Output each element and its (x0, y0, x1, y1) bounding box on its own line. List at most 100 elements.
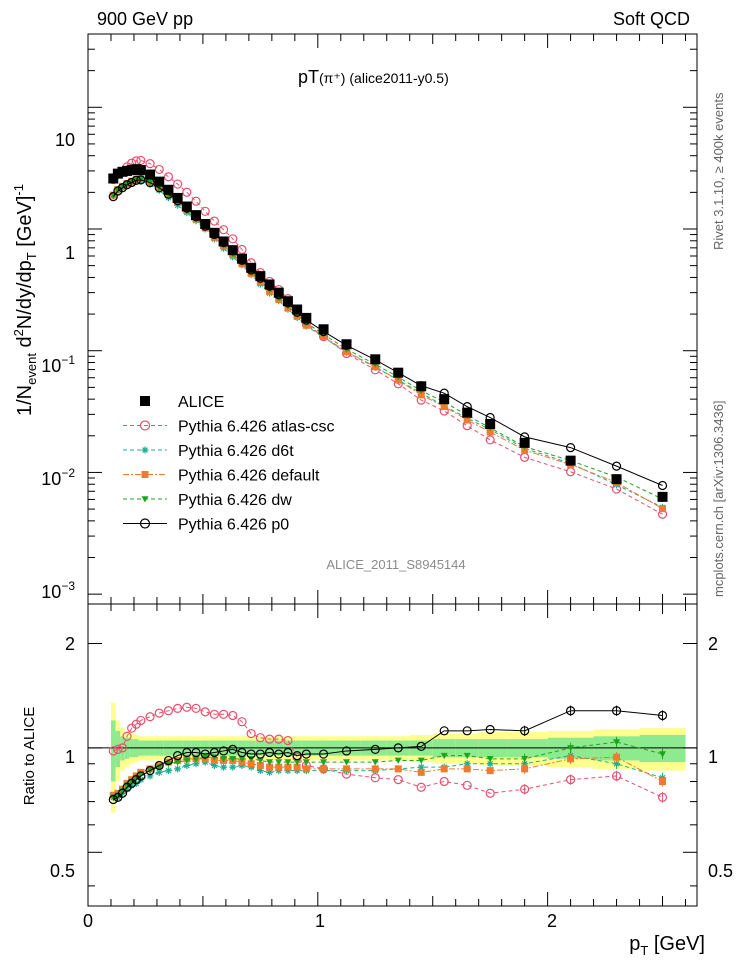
data-point (440, 765, 448, 773)
data-point (139, 420, 151, 431)
data-point (292, 751, 302, 761)
data-point (565, 455, 576, 466)
ratio-y-tick-labels: 0.5 1 2 0.5 1 2 (50, 634, 733, 881)
data-point (137, 771, 145, 778)
ratio-ytick-right-1: 1 (708, 747, 718, 767)
data-point (264, 279, 275, 290)
data-point (293, 759, 301, 766)
data-point (108, 794, 118, 805)
plot-title: pT(π⁺) (alice2011-y0.5) (298, 67, 449, 87)
data-point (127, 177, 137, 188)
data-point (108, 191, 118, 202)
x-tick-labels: 0 1 2 (83, 911, 557, 931)
data-point (292, 304, 303, 315)
legend-label: Pythia 6.426 p0 (178, 517, 289, 534)
ytick-label-1e-2: 10−2 (41, 466, 75, 489)
data-point (209, 747, 219, 758)
header-left: 900 GeV pp (97, 9, 193, 29)
data-point (141, 446, 149, 454)
data-point (284, 759, 292, 766)
data-point (145, 169, 156, 180)
data-point (320, 765, 328, 773)
ratio-ytick-right-2: 2 (708, 634, 718, 654)
data-point (302, 759, 310, 766)
data-point (274, 749, 284, 759)
ratio-band-stat (115, 730, 121, 768)
data-point (192, 760, 200, 768)
data-point (611, 474, 622, 485)
data-point (145, 177, 155, 188)
ratio-series-pythia-6-426-p0 (108, 705, 668, 805)
data-point (657, 491, 668, 502)
data-point (191, 703, 201, 713)
xtick-label-2: 2 (547, 911, 557, 931)
data-point (145, 712, 155, 722)
data-point (164, 767, 172, 775)
data-point (264, 734, 275, 744)
data-point (318, 324, 329, 335)
data-point (256, 757, 264, 764)
data-point (136, 771, 146, 781)
data-point (209, 709, 219, 719)
data-point (284, 763, 292, 771)
data-point (282, 296, 293, 307)
legend-item-pythia-6-426-d6t: Pythia 6.426 d6t (123, 443, 294, 460)
data-point (611, 461, 622, 471)
legend-item-alice: ALICE (140, 394, 224, 411)
ytick-label-1e-3: 10−3 (41, 579, 75, 602)
data-point (566, 442, 576, 453)
series-line (112, 179, 663, 486)
data-point (117, 743, 128, 753)
data-point (229, 756, 237, 763)
data-point (275, 763, 283, 771)
data-point (439, 776, 449, 787)
data-point (237, 244, 247, 255)
data-point (393, 775, 403, 785)
legend-label: Pythia 6.426 atlas-csc (178, 419, 335, 436)
data-point (485, 788, 495, 798)
legend: ALICE Pythia 6.426 atlas-csc Pythia 6.426 … (123, 394, 335, 534)
data-point (320, 759, 328, 766)
data-point (122, 180, 132, 190)
ratio-ytick-left-1: 1 (65, 747, 75, 767)
title-particle: (π⁺) (319, 70, 345, 86)
data-point (163, 172, 174, 182)
data-point (113, 186, 123, 196)
data-point (122, 731, 132, 741)
data-point (163, 755, 174, 766)
title-main: pT (298, 67, 319, 87)
data-point (264, 747, 275, 758)
data-point (462, 407, 473, 418)
data-point (463, 752, 471, 760)
data-point (370, 773, 380, 783)
data-point (238, 756, 246, 763)
data-point (343, 759, 351, 766)
data-point (417, 391, 425, 399)
data-point (155, 768, 163, 776)
series-line (113, 706, 663, 798)
data-point (343, 765, 351, 773)
data-point (416, 741, 426, 751)
data-point (301, 749, 311, 759)
data-point (183, 757, 191, 764)
data-point (218, 709, 229, 719)
legend-item-pythia-6-426-p0: Pythia 6.426 p0 (123, 517, 289, 534)
data-point (220, 756, 228, 763)
data-point (463, 765, 471, 773)
axis-ticks (87, 33, 697, 906)
data-point (200, 206, 210, 216)
ratio-ytick-right-0.5: 0.5 (708, 861, 733, 881)
main-plot-series (108, 155, 668, 519)
data-point (140, 396, 150, 406)
data-point (486, 756, 494, 763)
analysis-watermark: ALICE_2011_S8945144 (326, 557, 465, 572)
data-point (191, 747, 201, 758)
data-point (246, 749, 256, 759)
legend-item-pythia-6-426-default: Pythia 6.426 default (123, 468, 320, 485)
data-point (371, 765, 379, 773)
ytick-label-1: 1 (65, 243, 75, 263)
ytick-label-1e-1: 10−1 (41, 353, 75, 376)
data-point (393, 367, 404, 378)
data-point (371, 759, 379, 766)
data-point (255, 271, 266, 282)
